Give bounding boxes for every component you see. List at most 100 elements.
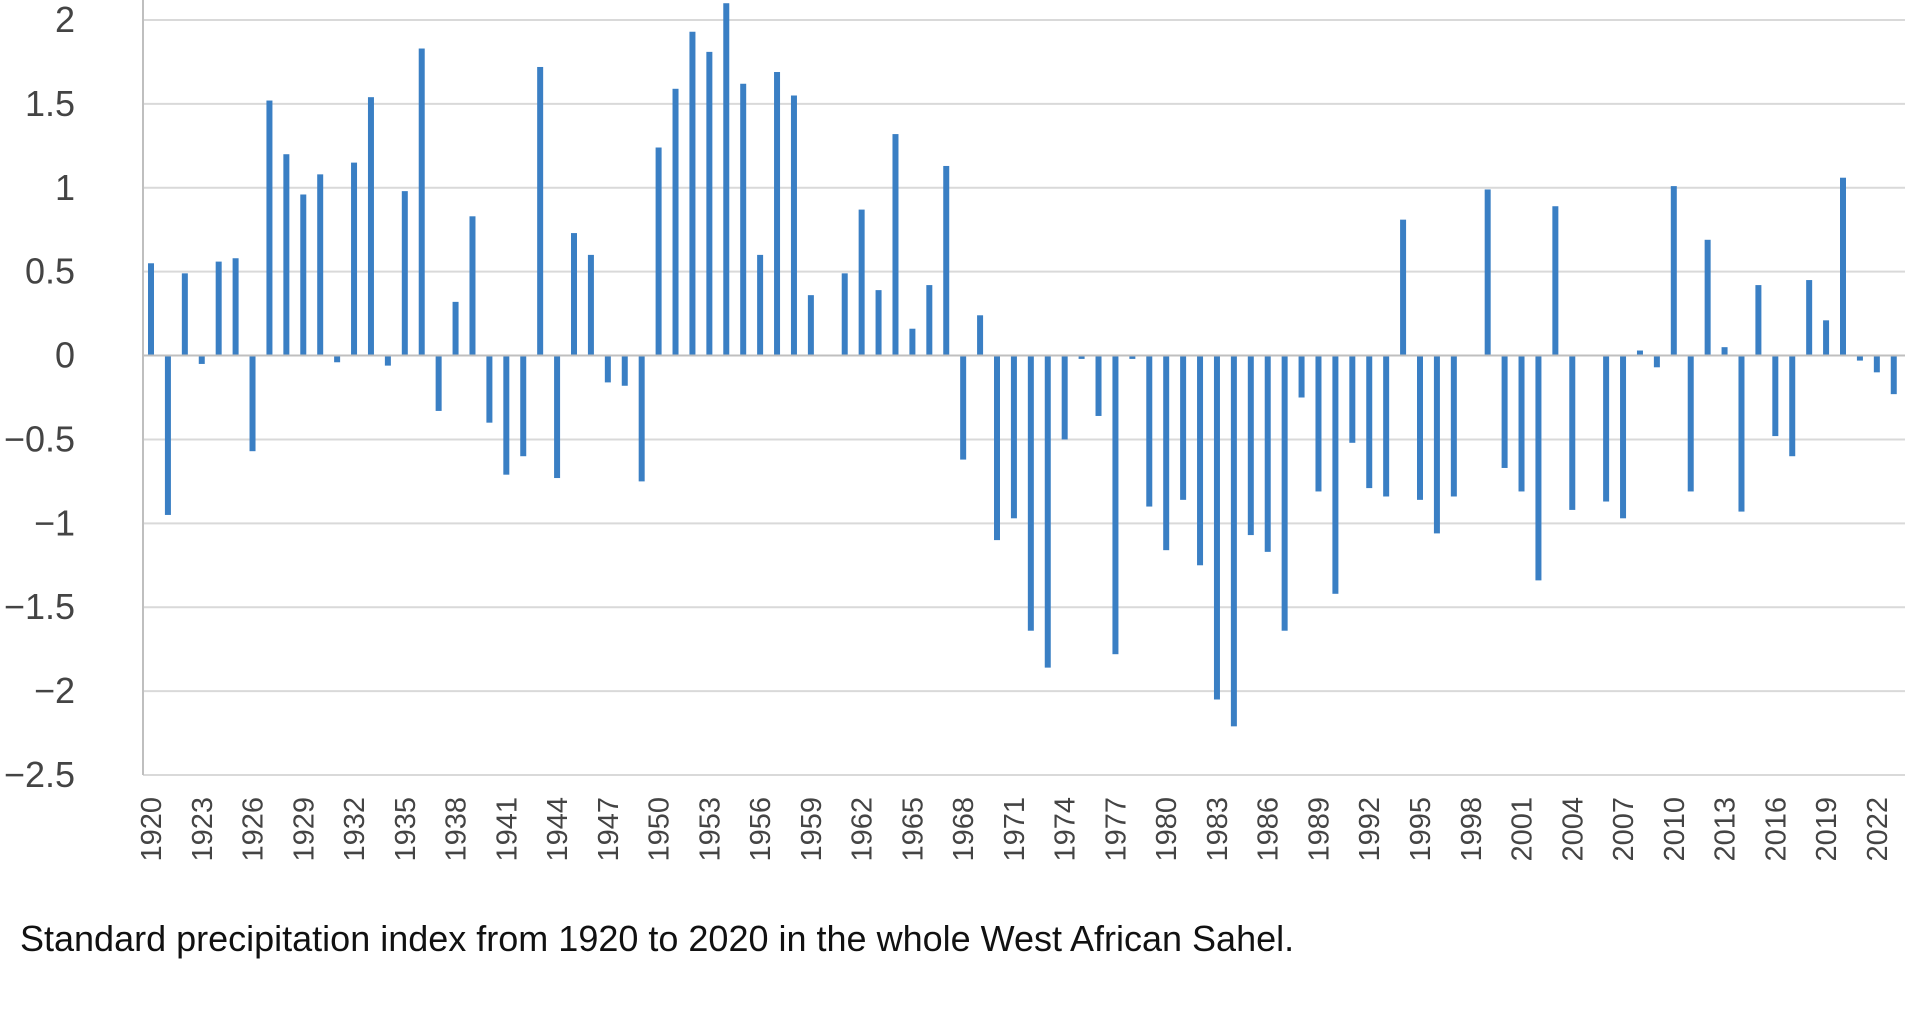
bar-1968 xyxy=(960,355,967,460)
bar-2020 xyxy=(1840,177,1846,356)
bar-1938 xyxy=(452,301,459,356)
bar-1943 xyxy=(537,66,544,356)
y-tick-label: 1 xyxy=(55,167,75,208)
x-tick-label: 1980 xyxy=(1151,797,1183,862)
bar-1958 xyxy=(790,95,797,356)
bar-1999 xyxy=(1484,189,1491,356)
bar-2017 xyxy=(1789,355,1796,457)
bar-2013 xyxy=(1721,347,1728,356)
bar-1929 xyxy=(300,194,307,356)
x-tick-label: 1953 xyxy=(694,797,726,862)
bar-1979 xyxy=(1146,355,1153,507)
bar-2007 xyxy=(1620,355,1627,519)
bar-2002 xyxy=(1535,355,1542,581)
bar-2004 xyxy=(1569,355,1576,510)
bar-2021 xyxy=(1856,355,1863,361)
figure-caption: Standard precipitation index from 1920 t… xyxy=(20,918,1295,959)
x-tick-label: 1998 xyxy=(1456,797,1488,862)
y-tick-label: −1 xyxy=(34,502,75,543)
y-tick-label: −1.5 xyxy=(4,586,75,627)
bar-1951 xyxy=(672,88,679,356)
bar-2014 xyxy=(1738,355,1745,512)
x-tick-label: 1944 xyxy=(542,797,574,862)
bar-1933 xyxy=(367,97,374,356)
bar-2019 xyxy=(1823,320,1830,356)
bar-2006 xyxy=(1603,355,1610,502)
bar-2009 xyxy=(1653,355,1660,368)
bar-1988 xyxy=(1298,355,1305,398)
bar-1966 xyxy=(926,285,933,356)
bar-1920 xyxy=(148,263,154,356)
bar-1931 xyxy=(334,355,341,363)
bar-1957 xyxy=(774,72,781,356)
bars xyxy=(148,3,1897,727)
bar-1994 xyxy=(1400,219,1407,356)
bar-1926 xyxy=(249,355,256,452)
bar-2010 xyxy=(1670,186,1677,356)
bar-2012 xyxy=(1704,239,1711,356)
bar-1996 xyxy=(1433,355,1440,534)
bar-1945 xyxy=(571,233,577,356)
bar-2000 xyxy=(1501,355,1508,468)
bar-1992 xyxy=(1366,355,1373,489)
bar-1948 xyxy=(621,355,628,386)
bar-1934 xyxy=(384,355,391,366)
x-tick-label: 2007 xyxy=(1608,797,1640,862)
bar-2001 xyxy=(1518,355,1525,492)
bar-1973 xyxy=(1044,355,1051,668)
bar-1955 xyxy=(740,83,747,356)
x-tick-label: 1935 xyxy=(390,797,422,862)
x-tick-label: 1977 xyxy=(1100,797,1132,862)
bar-1972 xyxy=(1027,355,1034,631)
bar-1925 xyxy=(232,258,239,356)
bar-2018 xyxy=(1806,280,1813,356)
bar-1980 xyxy=(1163,355,1170,551)
x-tick-label: 1971 xyxy=(999,797,1031,862)
x-tick-label: 2013 xyxy=(1710,797,1742,862)
bar-1983 xyxy=(1213,355,1220,700)
x-tick-label: 1992 xyxy=(1354,797,1386,862)
x-tick-label: 2004 xyxy=(1557,797,1589,862)
bar-1935 xyxy=(401,191,408,356)
bar-1991 xyxy=(1349,355,1356,443)
bar-1989 xyxy=(1315,355,1322,492)
spi-bar-chart: 21.510.50−0.5−1−1.5−2−2.5 1920 1923 1926 19… xyxy=(4,0,1905,862)
bar-1970 xyxy=(994,355,1000,541)
bar-1947 xyxy=(604,355,611,383)
bar-1939 xyxy=(469,216,476,356)
bar-2022 xyxy=(1873,355,1880,373)
x-tick-label: 1941 xyxy=(491,797,523,862)
x-tick-label: 2022 xyxy=(1862,797,1894,862)
bar-1961 xyxy=(841,273,848,356)
x-tick-label: 1995 xyxy=(1405,797,1437,862)
bar-1949 xyxy=(638,355,645,482)
bar-1995 xyxy=(1417,355,1423,500)
x-tick-labels: 1920 1923 1926 1929 1932 1935 1938 1941 1944 1947… xyxy=(136,797,1894,862)
bar-2016 xyxy=(1772,355,1779,437)
x-tick-label: 2001 xyxy=(1507,797,1539,862)
x-tick-label: 1974 xyxy=(1050,797,1082,862)
bar-1927 xyxy=(266,100,273,356)
x-tick-label: 1986 xyxy=(1253,797,1285,862)
y-tick-label: −2.5 xyxy=(4,754,75,795)
bar-2008 xyxy=(1636,350,1643,356)
bar-1959 xyxy=(807,295,814,356)
y-tick-label: −2 xyxy=(34,670,75,711)
x-tick-label: 1968 xyxy=(948,797,980,862)
x-tick-label: 1950 xyxy=(644,797,676,862)
axes xyxy=(142,0,1905,775)
bar-1984 xyxy=(1230,355,1237,727)
bar-1942 xyxy=(520,355,527,457)
bar-1993 xyxy=(1383,355,1390,497)
x-tick-label: 1932 xyxy=(339,797,371,862)
x-tick-label: 1965 xyxy=(897,797,929,862)
bar-1941 xyxy=(503,355,510,475)
bar-1964 xyxy=(892,134,899,356)
bar-1924 xyxy=(215,261,222,356)
bar-1981 xyxy=(1180,355,1187,500)
bar-1971 xyxy=(1010,355,1017,519)
bar-1990 xyxy=(1332,355,1339,594)
bar-1928 xyxy=(283,154,290,356)
x-tick-label: 2010 xyxy=(1659,797,1691,862)
bar-1944 xyxy=(554,355,561,479)
